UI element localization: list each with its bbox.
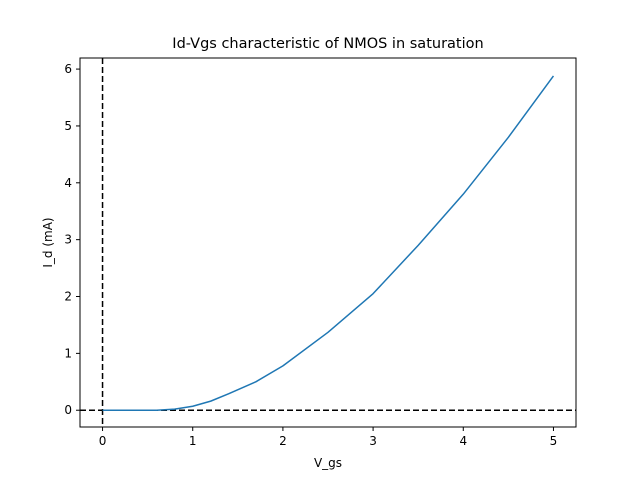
x-tick-label: 2: [279, 434, 287, 448]
plot-frame: [79, 57, 577, 428]
y-tick-label: 2: [64, 290, 72, 304]
x-tick-label: 1: [189, 434, 197, 448]
y-tick-label: 0: [64, 403, 72, 417]
plot-area: [80, 58, 576, 427]
x-tick-label: 5: [550, 434, 558, 448]
chart-title: Id-Vgs characteristic of NMOS in saturat…: [172, 36, 483, 52]
x-tick-label: 3: [369, 434, 377, 448]
y-axis-ticks: 0 1 2 3 4 5 6: [64, 62, 80, 417]
y-tick-label: 6: [64, 62, 72, 76]
y-tick-label: 3: [64, 233, 72, 247]
y-tick-label: 5: [64, 119, 72, 133]
x-tick-label: 0: [99, 434, 107, 448]
y-tick-label: 4: [64, 176, 72, 190]
y-tick-label: 1: [64, 346, 72, 360]
x-axis-ticks: 0 1 2 3 4 5: [99, 427, 558, 448]
y-axis-label: I_d (mA): [41, 217, 55, 267]
x-axis-label: V_gs: [314, 456, 342, 470]
series-line-0: [102, 75, 555, 411]
x-tick-label: 4: [459, 434, 467, 448]
